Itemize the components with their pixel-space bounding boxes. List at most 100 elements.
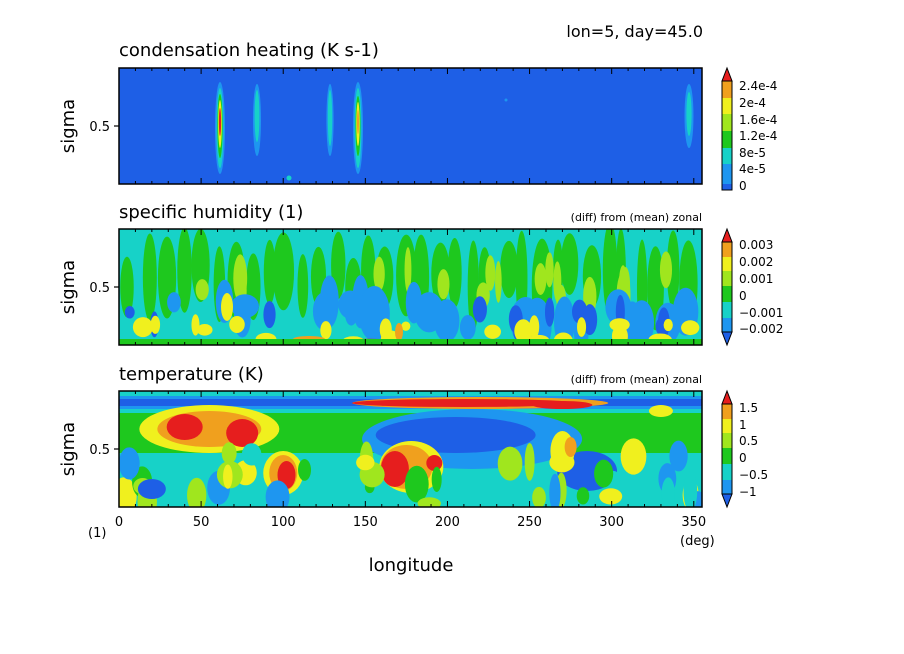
x-tick-label-50: 50 <box>193 515 210 530</box>
t-red-left <box>166 414 203 440</box>
panel2-note: (diff) from (mean) zonal <box>571 211 702 224</box>
t-tex-10 <box>669 440 688 472</box>
x-tick-label-350: 350 <box>681 515 706 530</box>
panel3-blobs <box>119 396 702 507</box>
t-tex-24 <box>221 442 237 465</box>
panel1-plume-62-l5 <box>218 108 222 136</box>
sh-yellow-20 <box>379 318 392 341</box>
panel1-title: condensation heating (K s-1) <box>119 40 379 61</box>
x-tick-label-100: 100 <box>271 515 296 530</box>
t-tex-26 <box>417 497 441 507</box>
t-red-left2 <box>226 419 259 447</box>
t-orange-right <box>564 437 577 457</box>
cb3-swatch-1 <box>722 404 732 419</box>
cb1-swatch-2 <box>722 98 732 114</box>
t-tex-28 <box>497 446 523 481</box>
cb2-label-5: −0.002 <box>739 322 783 336</box>
sh-yellow-14 <box>191 314 200 336</box>
cb2-label-0: 0.003 <box>739 238 773 252</box>
sh-dblue-9 <box>263 301 276 329</box>
t-tex-14 <box>404 465 429 503</box>
t-tex-20 <box>683 471 698 507</box>
t-tex-6 <box>594 459 614 488</box>
cb1-label-6: 0 <box>739 179 747 193</box>
sh-lgreen-17 <box>659 251 673 289</box>
cb2-label-3: 0 <box>739 289 747 303</box>
panel-specific-humidity: specific humidity (1) (diff) from (mean)… <box>58 202 783 347</box>
cb3-swatch-6 <box>722 480 732 494</box>
cb3-label-3: 0 <box>739 451 747 465</box>
sh-yellow-big <box>221 293 233 321</box>
panel1-plume-146-l5 <box>357 110 359 134</box>
panel1-ytick-label: 0.5 <box>89 120 110 135</box>
sh-orange-2 <box>395 323 403 341</box>
cb2-swatch-6 <box>722 318 732 332</box>
t-tex-35 <box>549 473 561 507</box>
cb2-swatch-5 <box>722 302 732 318</box>
sh-green-3 <box>177 229 192 313</box>
panel1-field <box>119 68 702 184</box>
sh-blue-2 <box>459 314 476 340</box>
cb2-swatch-4 <box>722 286 732 302</box>
sh-yellow-10 <box>577 317 587 337</box>
panel2-blobs <box>119 229 702 345</box>
cb2-frame <box>721 241 733 333</box>
panel2-colorbar: 0.003 0.002 0.001 0 −0.001 −0.002 <box>721 227 783 347</box>
panel3-field <box>119 391 702 507</box>
sh-green-1 <box>142 233 157 322</box>
sh-lgreen-6 <box>534 263 547 295</box>
panel3-note: (diff) from (mean) zonal <box>571 373 702 386</box>
panel2-field <box>119 229 702 345</box>
cb1-swatch-1 <box>722 81 732 98</box>
panel3-colorbar: 1.5 1 0.5 0 −0.5 −1 <box>721 389 768 509</box>
t-tex-33 <box>532 486 546 507</box>
sh-yellow-12 <box>401 321 411 331</box>
x-axis-label: longitude <box>369 555 454 576</box>
cb2-label-1: 0.002 <box>739 255 773 269</box>
sh-yellow-13 <box>320 321 332 340</box>
sh-blue-22 <box>414 292 444 333</box>
sh-yellow-18 <box>132 317 153 338</box>
t-yellow-far <box>648 405 673 417</box>
cb1-swatch-3 <box>722 114 732 131</box>
t-tex-34 <box>524 442 535 481</box>
cb1-label-0: 2.4e-4 <box>739 79 777 93</box>
x-unit-label: (deg) <box>680 534 715 549</box>
sh-yellow-8 <box>514 319 533 343</box>
sh-yellow-2 <box>663 318 673 332</box>
cb3-cap-bottom <box>721 493 733 509</box>
cb3-label-0: 1.5 <box>739 401 758 415</box>
t-red-low3 <box>426 455 443 471</box>
cb3-label-1: 1 <box>739 418 747 432</box>
cb2-swatch-2 <box>722 257 732 271</box>
sh-blue-18 <box>319 275 339 328</box>
cb3-label-4: −0.5 <box>739 468 768 482</box>
sh-yellow-5 <box>196 324 213 336</box>
x-tick-label-200: 200 <box>435 515 460 530</box>
cb1-cap-top <box>721 66 733 82</box>
t-dblue-left <box>137 479 166 499</box>
panel1-ticks <box>118 68 695 184</box>
panel1-ylabel: sigma <box>58 99 79 153</box>
cb2-cap-top <box>721 227 733 243</box>
sh-yellow-17 <box>681 320 700 336</box>
sh-lgreen-1 <box>195 279 209 301</box>
sh-green-10 <box>297 254 309 318</box>
t-tex-38 <box>187 477 207 507</box>
sh-blue-24 <box>338 290 363 319</box>
sh-blue-20 <box>230 294 259 319</box>
sh-yellow-6 <box>150 315 161 334</box>
cb3-label-2: 0.5 <box>739 434 758 448</box>
y-unit-label: (1) <box>88 526 106 541</box>
cb1-swatch-5 <box>722 148 732 164</box>
sh-dblue-4 <box>472 296 487 323</box>
cb3-swatch-2 <box>722 419 732 433</box>
t-tex-7 <box>265 480 290 507</box>
x-tick-label-150: 150 <box>353 515 378 530</box>
cb2-cap-bottom <box>721 331 733 347</box>
panel1-spot <box>286 175 292 181</box>
sh-blue-1 <box>167 292 181 313</box>
figure-header: lon=5, day=45.0 <box>566 22 703 41</box>
sh-lgreen-0 <box>404 247 412 293</box>
